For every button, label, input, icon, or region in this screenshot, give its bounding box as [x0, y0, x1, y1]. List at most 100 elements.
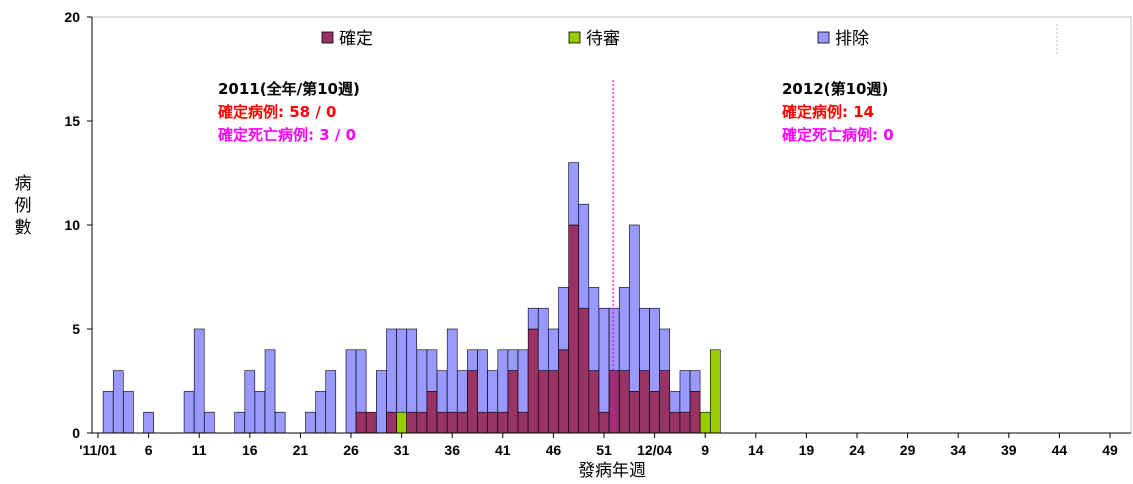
bar-confirmed-week-50: [588, 370, 600, 434]
bar-excluded-week-36: [446, 328, 458, 413]
legend-swatch-excluded: [817, 31, 830, 44]
bar-excluded-week-27: [355, 349, 367, 413]
x-axis-title: 發病年週: [578, 461, 646, 481]
x-tick-label-4: 21: [293, 442, 309, 458]
bar-confirmed-week-45: [537, 370, 549, 434]
y-axis-title-char-1: 例: [15, 196, 32, 216]
y-axis-ticks: 0 5 10 15 20: [64, 9, 92, 441]
bar-excluded-week-10: [183, 391, 195, 434]
bar-excluded-week-43: [517, 349, 529, 413]
x-tick-label-2: 11: [192, 442, 207, 458]
bar-excluded-week-46: [548, 328, 559, 371]
x-tick-label-13: 14: [748, 442, 764, 458]
bar-excluded-week-2: [102, 391, 114, 434]
annotation-2011-confirmed: 確定病例: 58 / 0: [217, 103, 336, 121]
bar-excluded-week-57: [659, 328, 671, 371]
bar-confirmed-week-60: [689, 391, 701, 434]
legend-label-pending: 待審: [586, 29, 620, 49]
bar-confirmed-week-59: [679, 411, 691, 434]
bar-excluded-week-34: [426, 349, 438, 392]
bar-excluded-week-22: [305, 411, 316, 434]
legend-label-excluded: 排除: [835, 29, 869, 49]
bar-excluded-week-32: [406, 328, 418, 413]
bar-confirmed-week-33: [416, 411, 428, 434]
legend: 確定 待審 排除: [321, 29, 869, 49]
bar-excluded-week-30: [386, 328, 397, 413]
x-tick-label-3: 16: [242, 442, 258, 458]
bar-confirmed-week-40: [487, 411, 498, 434]
legend-swatch-pending: [568, 31, 581, 44]
x-tick-label-20: 49: [1102, 442, 1118, 458]
bar-confirmed-week-57: [659, 370, 671, 434]
legend-label-confirmed: 確定: [339, 29, 373, 49]
x-tick-label-17: 34: [950, 442, 966, 458]
bar-confirmed-week-27: [355, 411, 367, 434]
bar-excluded-week-17: [254, 391, 266, 434]
bar-excluded-week-48: [568, 162, 579, 226]
x-tick-label-18: 39: [1001, 442, 1017, 458]
bar-excluded-week-18: [264, 349, 276, 434]
x-axis-ticks: '11/01 6 11 16 21 26 31 36 41 46 51 12/04 9 14 19 24 29 3…: [79, 433, 1118, 458]
bar-excluded-week-59: [679, 370, 691, 413]
bar-confirmed-week-48: [568, 224, 579, 434]
x-tick-label-15: 24: [849, 442, 865, 458]
annotation-2011-title: 2011(全年/第10週): [218, 80, 360, 98]
bar-excluded-week-6: [143, 411, 154, 434]
x-tick-label-16: 29: [900, 442, 916, 458]
bar-excluded-week-19: [274, 411, 286, 434]
bar-excluded-week-24: [325, 370, 337, 434]
bar-excluded-week-26: [345, 349, 357, 434]
y-tick-label-10: 10: [64, 217, 80, 233]
bar-excluded-week-54: [629, 224, 640, 392]
bar-excluded-week-49: [578, 203, 590, 309]
bar-excluded-week-39: [477, 349, 488, 413]
x-tick-label-14: 19: [799, 442, 815, 458]
x-tick-label-8: 41: [495, 442, 511, 458]
bar-confirmed-week-43: [517, 411, 529, 434]
annotation-2011-deaths: 確定死亡病例: 3 / 0: [217, 126, 356, 144]
y-axis-title-char-2: 數: [15, 218, 32, 238]
x-tick-label-5: 26: [343, 442, 359, 458]
bar-confirmed-week-36: [446, 411, 458, 434]
annotation-2012-title: 2012(第10週): [782, 80, 888, 98]
bar-confirmed-week-32: [406, 411, 418, 434]
x-tick-label-10: 51: [596, 442, 612, 458]
bar-excluded-week-33: [416, 349, 428, 413]
bar-excluded-week-38: [467, 349, 478, 371]
bar-confirmed-week-53: [618, 370, 630, 434]
bar-confirmed-week-39: [477, 411, 488, 434]
bar-excluded-week-16: [244, 370, 256, 434]
x-tick-label-7: 36: [444, 442, 460, 458]
bar-confirmed-week-55: [639, 370, 650, 434]
x-tick-label-12: 9: [701, 442, 709, 458]
x-tick-label-11: 12/04: [637, 442, 672, 458]
x-tick-label-0: '11/01: [79, 442, 117, 458]
bar-excluded-week-3: [112, 370, 124, 434]
x-tick-label-19: 44: [1052, 442, 1068, 458]
x-tick-label-1: 6: [145, 442, 153, 458]
bar-confirmed-week-38: [467, 370, 478, 434]
y-tick-label-20: 20: [64, 9, 80, 25]
bar-confirmed-week-35: [436, 411, 448, 434]
x-tick-label-9: 46: [546, 442, 562, 458]
y-tick-label-0: 0: [72, 425, 80, 441]
bar-excluded-week-56: [649, 307, 660, 392]
bar-excluded-week-50: [588, 287, 600, 371]
bar-pending-week-31: [396, 411, 407, 434]
bar-excluded-week-37: [457, 370, 468, 413]
bar-confirmed-week-30: [386, 411, 397, 434]
bar-confirmed-week-41: [497, 411, 509, 434]
bar-excluded-week-15: [234, 411, 245, 434]
annotation-2011: 2011(全年/第10週) 確定病例: 58 / 0 確定死亡病例: 3 / 0: [217, 80, 360, 144]
bar-confirmed-week-58: [669, 411, 681, 434]
bar-excluded-week-44: [527, 307, 539, 330]
y-axis-title-char-0: 病: [15, 174, 32, 194]
bar-excluded-week-42: [507, 349, 519, 371]
bar-excluded-week-58: [669, 391, 681, 413]
y-tick-label-15: 15: [64, 113, 80, 129]
x-tick-label-6: 31: [394, 442, 410, 458]
annotation-2012-confirmed: 確定病例: 14: [781, 103, 874, 121]
bar-confirmed-week-56: [649, 391, 660, 434]
bar-excluded-week-23: [315, 391, 326, 434]
bar-confirmed-week-46: [548, 370, 559, 434]
